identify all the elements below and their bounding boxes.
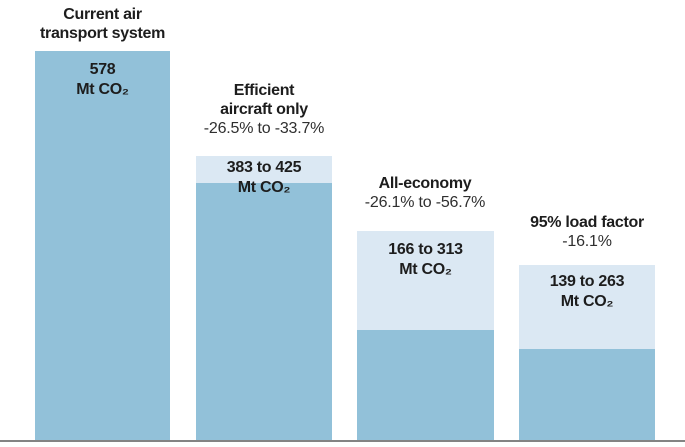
bar-reduction-label-load-factor: -16.1% [562,233,612,250]
bar-range-segment-all-economy [357,231,494,330]
bar-title-line: aircraft only [220,101,308,118]
bar-value-label-load-factor: 139 to 263 Mt CO₂ [519,272,655,312]
bar-title-line: Efficient [233,82,295,99]
bar-title-load-factor: 95% load factor [530,214,644,231]
bar-title-efficient-aircraft: Efficient aircraft only [164,81,364,119]
value-line: 578 [89,61,116,78]
bar-header-load-factor: 95% load factor -16.1% [487,213,685,252]
bar-header-efficient-aircraft: Efficient aircraft only -26.5% to -33.7% [164,81,364,139]
bar-value-label-efficient-aircraft: 383 to 425 Mt CO₂ [196,158,332,198]
value-unit-line: Mt CO₂ [76,81,129,98]
bar-value-label-all-economy: 166 to 313 Mt CO₂ [357,240,494,280]
bar-range-segment-efficient-aircraft [196,156,332,183]
value-unit-line: Mt CO₂ [560,293,614,310]
bar-range-segment-load-factor [519,265,655,349]
bar-title-line: transport system [39,25,166,42]
bar-solid-segment-current-system [35,51,170,440]
bar-solid-segment-all-economy [357,330,494,440]
value-unit-line: Mt CO₂ [237,179,291,196]
value-unit-line: Mt CO₂ [399,261,452,278]
bar-solid-segment-efficient-aircraft [196,183,332,440]
value-line: 166 to 313 [388,241,463,258]
bar-solid-segment-load-factor [519,349,655,440]
bar-title-current-system: Current air transport system [0,5,205,43]
bar-header-all-economy: All-economy -26.1% to -56.7% [325,174,525,213]
baseline-axis [0,440,685,442]
bar-title-line: Current air [63,6,142,23]
value-line: 383 to 425 [226,159,302,176]
bar-title-all-economy: All-economy [378,175,472,192]
bar-value-label-current-system: 578 Mt CO₂ [35,60,170,100]
value-line: 139 to 263 [549,273,625,290]
bar-reduction-label-efficient-aircraft: -26.5% to -33.7% [203,120,325,137]
bar-reduction-label-all-economy: -26.1% to -56.7% [364,194,486,211]
